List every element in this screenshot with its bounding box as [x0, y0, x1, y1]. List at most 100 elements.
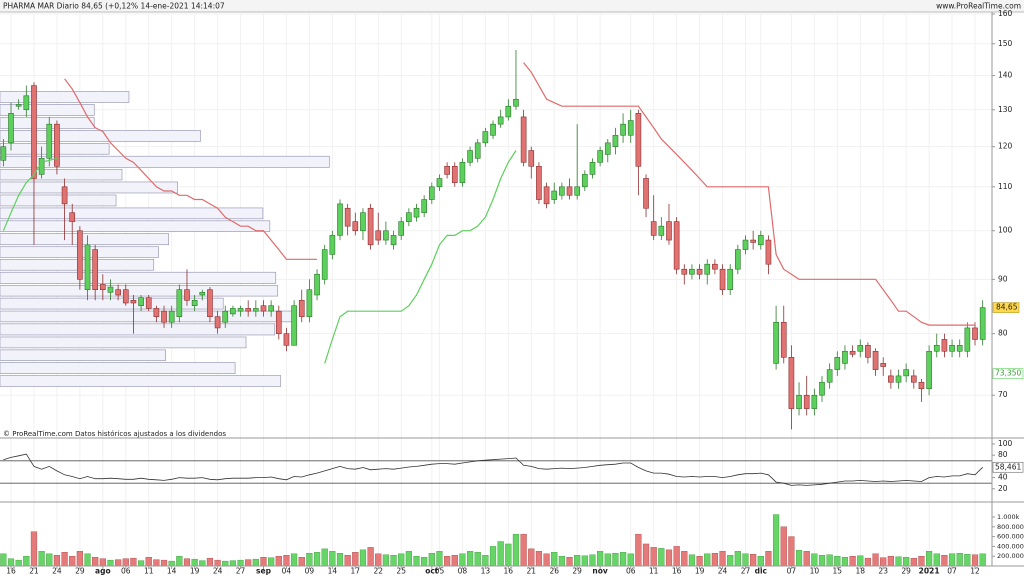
- volume-bar: [635, 533, 642, 567]
- volume-bar: [283, 555, 290, 567]
- x-tick-label: 09: [305, 567, 315, 576]
- volume-profile-bar: [0, 155, 330, 168]
- candle-body: [704, 263, 711, 275]
- x-tick-label: 25: [396, 567, 406, 576]
- chart-title: PHARMA MAR Diario 84,65 (+0,12% 14-ene-2…: [3, 2, 225, 11]
- x-tick-label: 10: [810, 567, 820, 576]
- candle-body: [390, 235, 397, 246]
- volume-bar: [321, 548, 328, 567]
- volume-bar: [574, 555, 581, 567]
- candle-body: [765, 239, 772, 265]
- volume-bar: [168, 560, 175, 567]
- candle-body: [176, 289, 183, 317]
- candle-body: [811, 394, 818, 409]
- x-tick-label: 2021: [919, 567, 940, 576]
- x-tick-label: 22: [373, 567, 383, 576]
- candle-body: [69, 212, 76, 222]
- x-tick-label: 19: [695, 567, 705, 576]
- volume-bar: [650, 547, 657, 567]
- candle-body: [413, 207, 420, 218]
- volume-bar: [275, 556, 282, 567]
- volume-bar: [268, 557, 275, 567]
- price-marker: [992, 302, 1020, 313]
- volume-bar: [757, 556, 764, 567]
- volume-bar: [719, 551, 726, 567]
- y-tick-label: 140: [998, 71, 1013, 80]
- candle-body: [214, 316, 221, 329]
- volume-profile-bar: [0, 220, 271, 232]
- x-tick-label: 11: [649, 567, 659, 576]
- candle-body: [788, 357, 795, 409]
- candle-body: [237, 308, 244, 312]
- x-tick-label: 29: [75, 567, 85, 576]
- candle-body: [8, 113, 14, 144]
- candle-body: [842, 350, 848, 364]
- volume-profile-bar: [0, 336, 247, 349]
- candle-body: [941, 339, 948, 352]
- volume-bar: [765, 551, 772, 567]
- candle-body: [582, 174, 588, 188]
- candle-body: [956, 345, 963, 352]
- volume-bar: [535, 551, 543, 567]
- candle-body: [145, 297, 152, 309]
- candle-body: [352, 221, 359, 232]
- candle-body: [275, 310, 282, 334]
- volume-bar: [665, 549, 673, 567]
- volume-bar: [704, 553, 711, 567]
- volume-bar: [375, 553, 382, 567]
- candle-body: [184, 289, 190, 301]
- x-tick-label: 27: [236, 567, 246, 576]
- candle-body: [826, 369, 833, 383]
- volume-bar: [222, 560, 229, 567]
- candle-body: [406, 212, 412, 222]
- volume-bar: [0, 553, 7, 567]
- candle-body: [650, 221, 657, 236]
- x-tick-label: 21: [29, 567, 39, 576]
- candle-body: [375, 230, 382, 241]
- candle-body: [122, 289, 129, 304]
- x-tick-label: 12: [970, 567, 980, 576]
- candle-body: [168, 310, 175, 323]
- volume-bar: [329, 551, 336, 567]
- candle-body: [727, 268, 734, 290]
- stop-line: [64, 62, 975, 326]
- candle-body: [459, 162, 466, 183]
- volume-bar: [137, 560, 145, 567]
- stop-marker: [992, 368, 1024, 379]
- candle-body: [872, 350, 879, 370]
- x-tick-label: ago: [95, 567, 111, 576]
- y-tick-label: 1.000k: [997, 513, 1020, 521]
- volume-bar: [788, 536, 795, 567]
- volume-profile-bar: [0, 207, 264, 220]
- candle-body: [444, 165, 450, 175]
- candle-body: [895, 375, 902, 383]
- candle-body: [559, 186, 565, 196]
- candle-body: [773, 321, 779, 364]
- candle-body: [428, 186, 435, 200]
- indicator-marker: [992, 461, 1024, 473]
- candle-body: [100, 284, 106, 290]
- candle-body: [77, 230, 83, 280]
- candle-body: [245, 308, 252, 312]
- volume-bar: [772, 514, 780, 567]
- y-tick-label: 200.000: [997, 552, 1024, 560]
- volume-bar: [979, 553, 986, 567]
- candle-body: [589, 162, 596, 175]
- volume-bar: [750, 554, 757, 567]
- front-layer: 70 80 90 100 110 120 130 140 150 160 16 21 24 29 ago 06…: [6, 9, 1024, 576]
- candle-body: [92, 249, 99, 290]
- x-tick-label: 05: [435, 567, 445, 576]
- candle-body: [482, 131, 489, 144]
- candle-body: [115, 289, 121, 296]
- header-bar: [0, 0, 1024, 12]
- y-tick-label: 100: [998, 439, 1013, 448]
- volume-profile-bar: [0, 259, 155, 271]
- x-tick-label: 16: [504, 567, 514, 576]
- volume-bar: [956, 553, 963, 567]
- volume-bar: [834, 556, 841, 567]
- candle-body: [46, 123, 53, 159]
- candle-body: [268, 305, 274, 312]
- candle-body: [467, 150, 473, 163]
- volume-bar: [84, 553, 91, 567]
